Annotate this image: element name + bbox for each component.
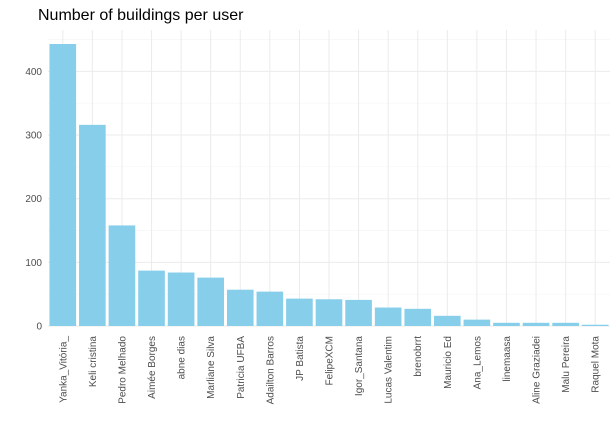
bar [404, 308, 432, 326]
chart-title: Number of buildings per user [38, 7, 244, 24]
bar [226, 289, 254, 326]
bar [463, 319, 491, 326]
bar [197, 277, 224, 326]
x-tick-label: Mauricio Ed [443, 336, 454, 389]
bar [79, 124, 106, 326]
bar [286, 298, 313, 326]
bar [256, 291, 284, 326]
bars [49, 44, 609, 326]
bar [374, 307, 402, 326]
x-tick-label: Pedro Melhado [117, 336, 128, 404]
bar [315, 299, 343, 326]
x-tick-label: Ana_Lemos [472, 336, 483, 389]
bar [493, 322, 520, 326]
x-tick-label: Keli cristina [88, 336, 99, 388]
y-tick-label: 300 [25, 131, 42, 142]
bar [552, 322, 579, 326]
x-tick-label: Malu Pereira [561, 336, 572, 393]
x-tick-label: Adailton Barros [265, 336, 276, 404]
y-tick-label: 400 [25, 67, 42, 78]
bar [581, 324, 609, 326]
bar [49, 44, 77, 326]
x-tick-label: Aline Graziadei [532, 336, 543, 404]
y-tick-label: 100 [25, 258, 42, 269]
x-tick-label: Igor_Santana [354, 336, 365, 396]
x-tick-label: Raquel Mota [591, 336, 602, 393]
bar [345, 299, 372, 326]
x-tick-label: abne dias [177, 336, 188, 379]
bar [138, 270, 165, 326]
x-tick-label: Patricia UFBA [236, 336, 247, 399]
y-axis-tick-labels: 0 100 200 300 400 [25, 67, 42, 333]
bar [108, 225, 136, 326]
x-axis-tick-labels: Yanka_Vitória_ Keli cristina Pedro Melhado… [58, 336, 601, 405]
bar [167, 272, 195, 326]
x-tick-label: FelipeXCM [325, 336, 336, 385]
x-tick-label: Lucas Valentim [384, 336, 395, 404]
x-tick-label: linemaasa [502, 336, 513, 382]
y-tick-label: 200 [25, 194, 42, 205]
x-tick-label: JP Batista [295, 336, 306, 381]
x-tick-label: Yanka_Vitória_ [58, 336, 69, 403]
x-tick-label: Aimée Borges [147, 336, 158, 399]
bar [522, 322, 550, 326]
x-tick-label: Marliane Silva [206, 336, 217, 399]
y-tick-label: 0 [36, 322, 42, 333]
x-tick-label: brenobrrt [413, 336, 424, 377]
bar [434, 315, 461, 326]
